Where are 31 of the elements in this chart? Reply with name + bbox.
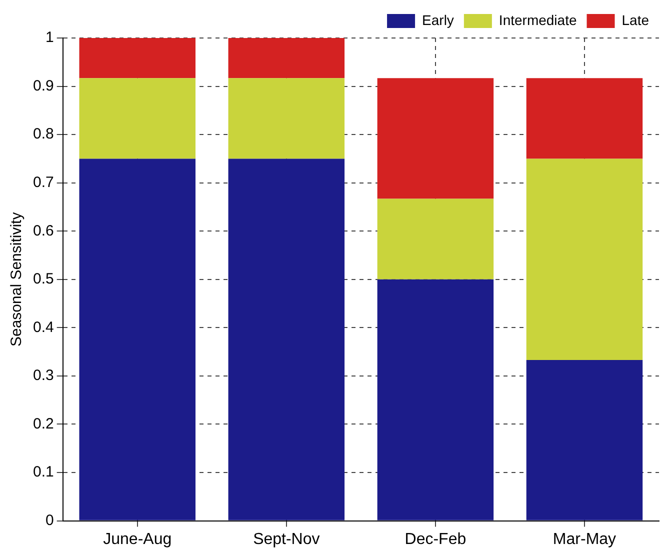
bar: [377, 279, 494, 520]
y-tick-label: 0.9: [32, 77, 54, 94]
y-tick-label: 1: [46, 29, 54, 46]
x-tick-label: June-Aug: [103, 530, 172, 548]
y-tick-label: 0.2: [32, 415, 54, 432]
legend-label: Intermediate: [498, 12, 577, 28]
bar: [79, 38, 196, 78]
y-tick-label: 0.7: [32, 174, 54, 191]
bar: [79, 158, 196, 520]
y-tick-label: 0.4: [32, 318, 54, 336]
y-tick-label: 0.3: [32, 367, 54, 384]
legend-label: Early: [422, 12, 454, 28]
bar: [228, 78, 345, 159]
bar: [228, 158, 345, 520]
y-tick-label: 0.1: [32, 464, 54, 481]
x-tick-label: Sept-Nov: [253, 530, 320, 548]
bar: [526, 78, 643, 159]
y-tick-label: 0.8: [32, 126, 54, 143]
bar: [526, 158, 643, 360]
bar: [526, 360, 643, 520]
bar: [377, 78, 494, 199]
x-tick-label: Dec-Feb: [404, 530, 466, 548]
y-tick-label: 0.6: [32, 222, 54, 240]
y-axis-title: Seasonal Sensitivity: [8, 212, 26, 347]
y-tick-label: 0: [46, 512, 54, 529]
bar: [79, 78, 196, 159]
legend-label: Late: [622, 12, 650, 28]
x-tick-label: Mar-May: [552, 530, 616, 548]
bar: [377, 198, 494, 280]
y-tick-label: 0.5: [32, 270, 54, 288]
bar: [228, 38, 345, 78]
